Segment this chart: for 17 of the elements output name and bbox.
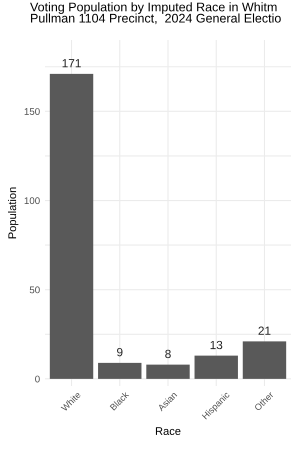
bar — [146, 364, 190, 379]
bar — [194, 356, 238, 379]
y-tick-label: 100 — [24, 197, 40, 204]
chart-title: Voting Population by Imputed Race in Whitm Pullman 1104 Precinct, 2024 General Electio — [30, 2, 281, 24]
y-tick-label: 150 — [24, 108, 40, 115]
x-axis-title: Race — [156, 427, 180, 436]
data-label: 9 — [117, 348, 122, 356]
bar — [242, 341, 286, 379]
bar — [98, 362, 142, 379]
y-tick-label: 0 — [35, 376, 40, 382]
y-tick-label: 50 — [30, 286, 40, 294]
y-axis-title: Population — [8, 187, 18, 238]
data-label: 13 — [210, 340, 222, 350]
data-label: 8 — [165, 350, 171, 358]
data-label: 21 — [258, 326, 270, 335]
bar — [50, 74, 94, 379]
data-label: 171 — [62, 59, 81, 68]
